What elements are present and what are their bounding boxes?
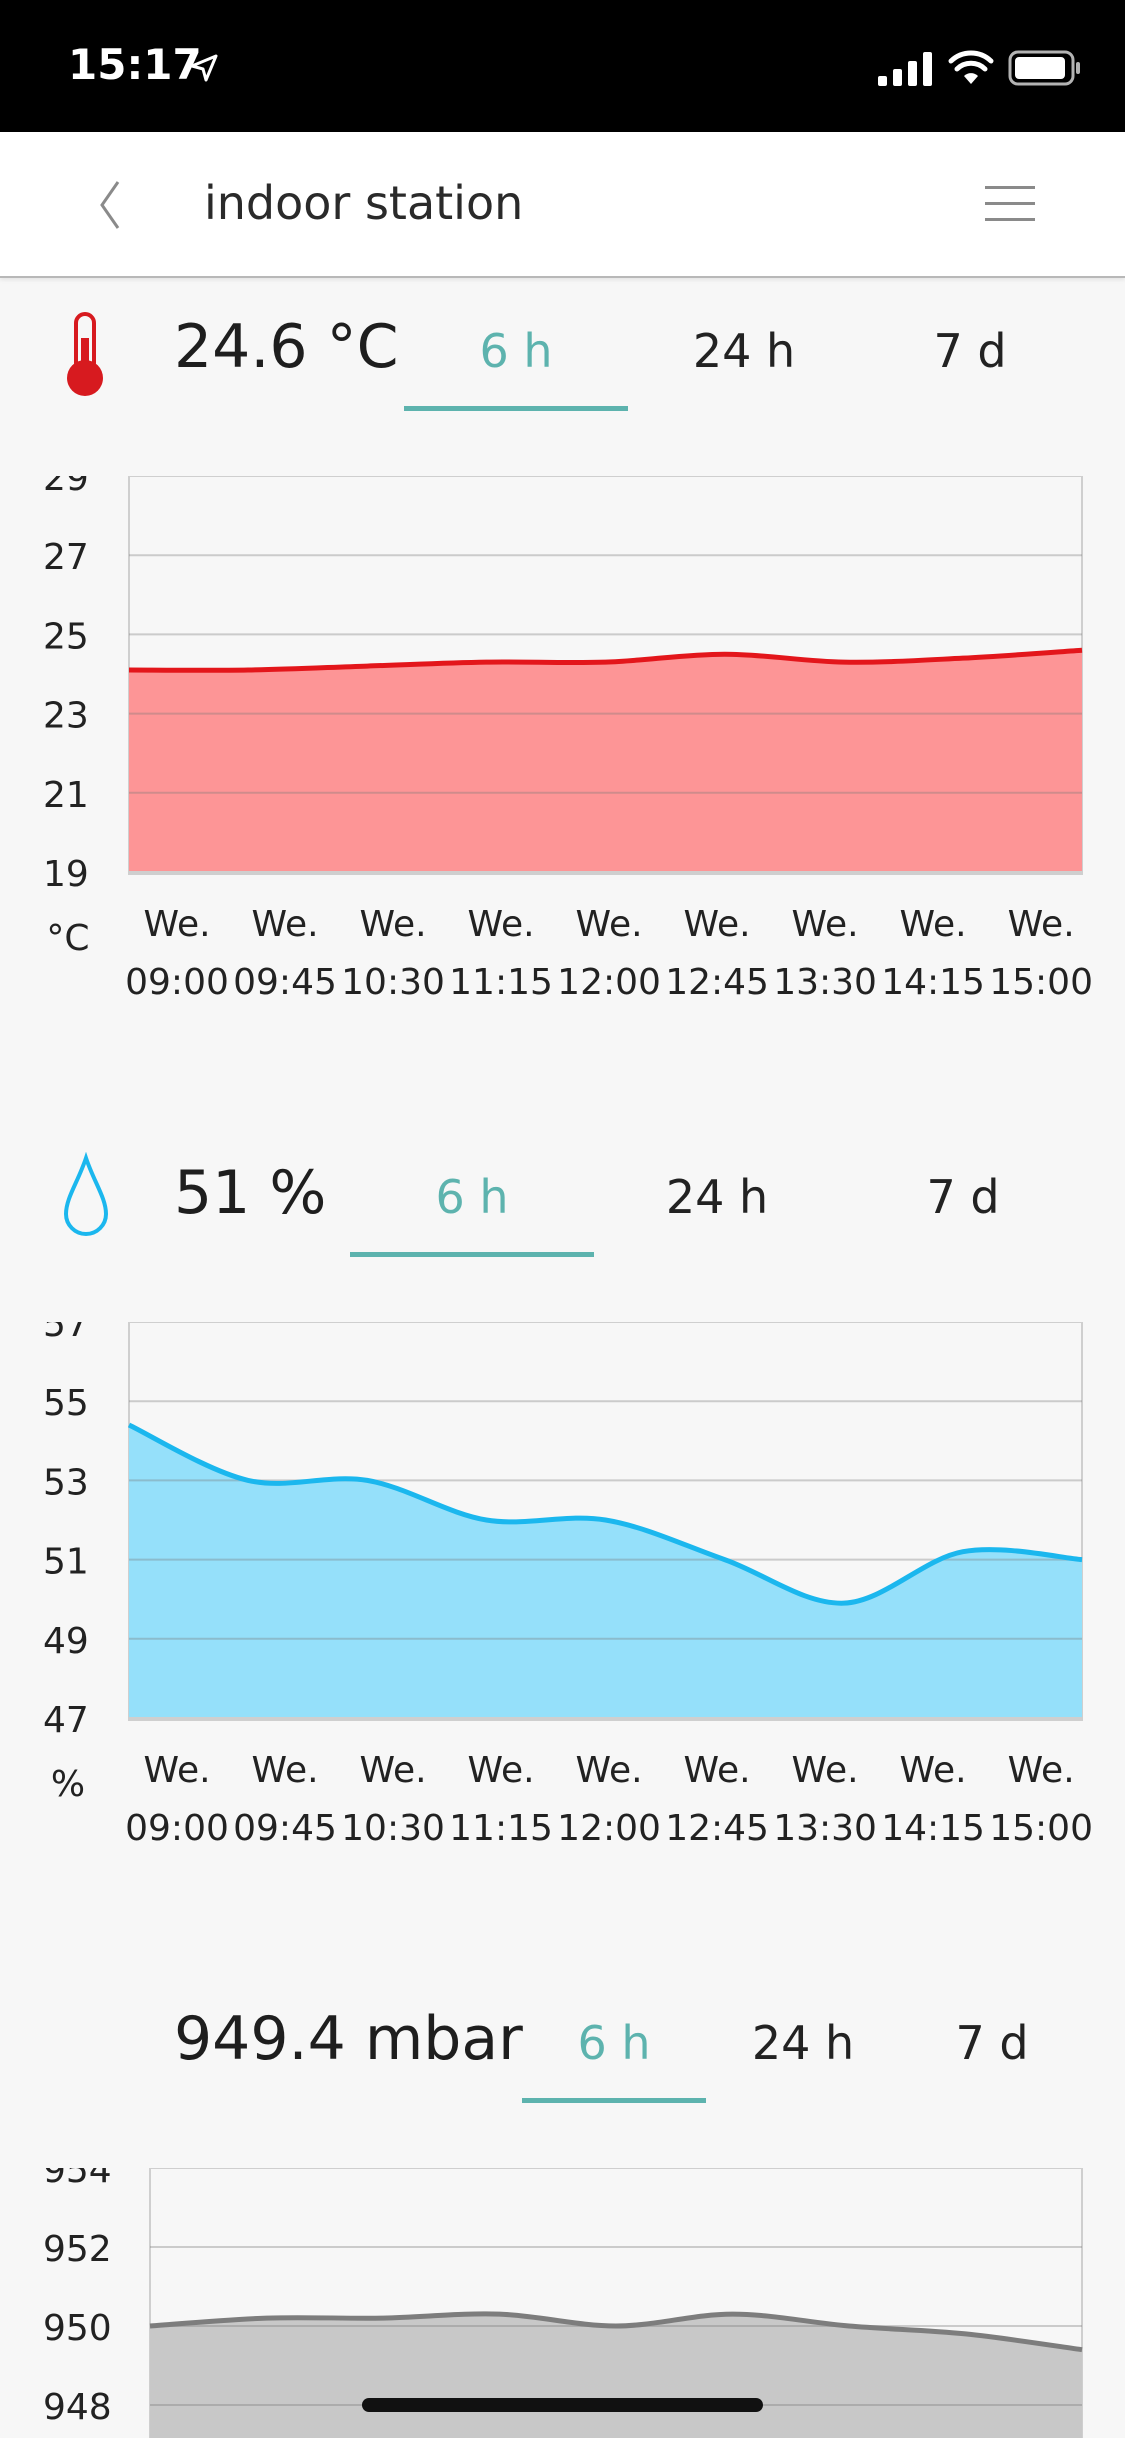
x-tick-day-label: We.: [576, 1750, 643, 1791]
temperature-reading: 24.6 °C: [174, 312, 399, 382]
x-tick-label: 12:45: [665, 962, 769, 1003]
x-tick-label: 09:45: [233, 962, 337, 1003]
y-tick-label: 49: [43, 1621, 89, 1662]
x-tick-day-label: We.: [900, 904, 967, 945]
series-line: [127, 1422, 1083, 1606]
y-tick-label: 954: [43, 2168, 112, 2191]
x-tick-label: 11:15: [449, 1808, 553, 1849]
y-tick-label: 25: [43, 616, 89, 657]
tab-7d[interactable]: 7 d: [955, 2016, 1029, 2070]
x-tick-day-label: We.: [359, 1750, 426, 1791]
thermometer-icon: [67, 312, 103, 396]
battery-icon: [1008, 50, 1080, 86]
x-tick-label: 13:30: [773, 1808, 877, 1849]
humidity-chart: 47 49 51 53 55 57 We. 09:00 We. 09:45 We. 10:30 We. 1…: [43, 1322, 1093, 1849]
pressure-section: 949.4 mbar 6 h 24 h 7 d 948 950 952 954: [0, 1988, 1125, 2438]
wifi-icon: [948, 50, 994, 84]
temperature-chart: 19 21 23 25 27 29 We. 09:00 We. 09:45 We. 10:30 We. 1…: [43, 476, 1093, 1003]
x-tick-label: 15:00: [989, 962, 1093, 1003]
x-tick-day-label: We.: [468, 1750, 535, 1791]
humidity-section: 51 % 6 h 24 h 7 d 47 49 51 53 55 57 We. 09:00 We…: [0, 1142, 1125, 1987]
location-arrow-icon: [190, 54, 218, 82]
y-tick-label: 950: [43, 2308, 112, 2349]
tab-6h[interactable]: 6 h: [577, 2016, 651, 2070]
x-tick-day-label: We.: [468, 904, 535, 945]
tab-6h[interactable]: 6 h: [435, 1170, 509, 1224]
series-area: [129, 1424, 1082, 1718]
y-tick-label: 51: [43, 1542, 89, 1583]
x-tick-day-label: We.: [251, 1750, 318, 1791]
page-title: indoor station: [204, 176, 524, 230]
x-tick-label: 12:00: [557, 962, 661, 1003]
y-tick-label: 19: [43, 854, 89, 895]
x-tick-label: 15:00: [989, 1808, 1093, 1849]
x-tick-label: 10:30: [341, 1808, 445, 1849]
y-axis-unit-label: °C: [46, 918, 89, 959]
pressure-reading: 949.4 mbar: [174, 2004, 523, 2074]
x-tick-day-label: We.: [359, 904, 426, 945]
x-tick-day-label: We.: [143, 904, 210, 945]
tab-24h[interactable]: 24 h: [692, 324, 796, 378]
x-tick-day-label: We.: [792, 1750, 859, 1791]
x-tick-day-label: We.: [143, 1750, 210, 1791]
series-line: [149, 2311, 1083, 2353]
y-tick-label: 948: [43, 2387, 112, 2428]
home-indicator: [362, 2398, 763, 2412]
hamburger-menu-icon[interactable]: [980, 174, 1040, 234]
series-area: [129, 650, 1082, 872]
x-tick-day-label: We.: [684, 1750, 751, 1791]
tab-24h[interactable]: 24 h: [665, 1170, 769, 1224]
x-tick-day-label: We.: [684, 904, 751, 945]
back-button[interactable]: [88, 160, 138, 250]
water-drop-icon: [63, 1152, 109, 1236]
tab-7d[interactable]: 7 d: [926, 1170, 1000, 1224]
x-tick-day-label: We.: [1008, 1750, 1075, 1791]
x-tick-label: 09:45: [233, 1808, 337, 1849]
y-tick-label: 29: [43, 476, 89, 499]
status-time: 15:17: [68, 40, 202, 89]
y-tick-label: 952: [43, 2229, 112, 2270]
x-tick-day-label: We.: [1008, 904, 1075, 945]
nav-bar: indoor station: [0, 132, 1125, 278]
active-tab-indicator: [404, 406, 628, 411]
x-tick-label: 10:30: [341, 962, 445, 1003]
x-tick-label: 14:15: [881, 1808, 985, 1849]
humidity-reading: 51 %: [174, 1158, 327, 1228]
x-tick-label: 11:15: [449, 962, 553, 1003]
y-axis-unit-label: %: [51, 1764, 85, 1805]
active-tab-indicator: [350, 1252, 594, 1257]
tab-7d[interactable]: 7 d: [933, 324, 1007, 378]
signal-icon: [878, 52, 932, 86]
active-tab-indicator: [522, 2098, 706, 2103]
x-tick-label: 12:00: [557, 1808, 661, 1849]
y-tick-label: 57: [43, 1322, 89, 1345]
x-tick-day-label: We.: [792, 904, 859, 945]
x-tick-label: 13:30: [773, 962, 877, 1003]
y-tick-label: 47: [43, 1700, 89, 1741]
x-tick-label: 09:00: [125, 962, 229, 1003]
x-tick-day-label: We.: [576, 904, 643, 945]
status-bar: 15:17: [0, 0, 1125, 132]
series-line: [128, 647, 1083, 673]
temperature-section: 24.6 °C 6 h 24 h 7 d 19 21 23 25 27 29 We. 09:0…: [0, 296, 1125, 1141]
tab-6h[interactable]: 6 h: [479, 324, 553, 378]
y-tick-label: 55: [43, 1383, 89, 1424]
y-tick-label: 53: [43, 1462, 89, 1503]
x-tick-label: 14:15: [881, 962, 985, 1003]
x-tick-label: 09:00: [125, 1808, 229, 1849]
x-tick-label: 12:45: [665, 1808, 769, 1849]
tab-24h[interactable]: 24 h: [751, 2016, 855, 2070]
y-tick-label: 27: [43, 537, 89, 578]
y-tick-label: 21: [43, 775, 89, 816]
x-tick-day-label: We.: [251, 904, 318, 945]
x-tick-day-label: We.: [900, 1750, 967, 1791]
y-tick-label: 23: [43, 696, 89, 737]
